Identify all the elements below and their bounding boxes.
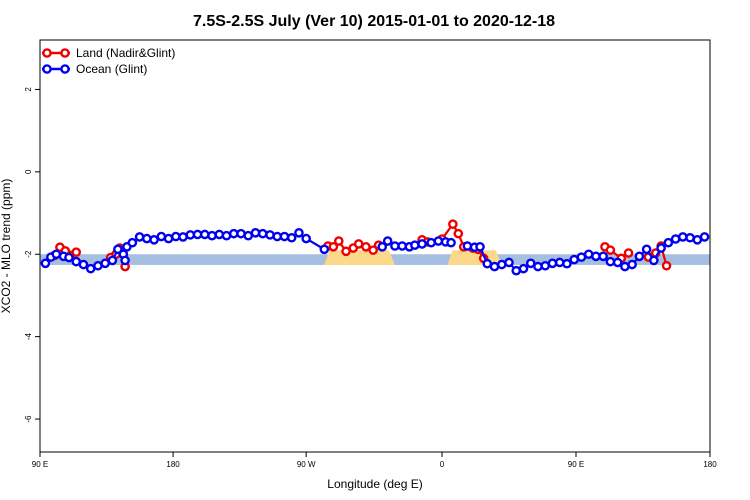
land-band (324, 250, 395, 265)
x-tick-label: 180 (166, 460, 180, 469)
x-tick-label: 90 E (568, 460, 584, 469)
x-tick-label: 0 (440, 460, 445, 469)
land-series-point (341, 246, 351, 257)
land-series-point (361, 242, 371, 252)
x-tick-label: 180 (703, 460, 717, 469)
plot-frame (39, 39, 711, 453)
ocean-series-point (649, 255, 659, 266)
ocean-series-point (417, 239, 427, 249)
ocean-series-point (426, 237, 436, 248)
ocean-series-point (446, 237, 456, 248)
ocean-series-point (279, 231, 290, 242)
ocean-series-point (462, 241, 473, 251)
land-series-point (328, 242, 339, 252)
ocean-series-point (663, 237, 674, 248)
y-tick-label: -6 (24, 415, 33, 423)
ocean-series-point (207, 230, 217, 241)
land-series-point (605, 245, 616, 255)
ocean-series-point (641, 244, 652, 255)
ocean-series-point (319, 244, 330, 255)
ocean-series-point (525, 258, 536, 269)
ocean-series (40, 228, 710, 276)
ocean-series-point (627, 259, 637, 270)
x-tick-label: 90 W (297, 460, 316, 469)
x-tick-label: 90 E (32, 460, 48, 469)
ocean-series-point (377, 242, 388, 252)
y-tick-label: -4 (24, 333, 33, 341)
y-tick-label: -2 (24, 250, 33, 258)
legend-label: Land (Nadir&Glint) (76, 46, 175, 60)
legend-marker (60, 48, 70, 58)
ocean-series-point (64, 252, 74, 263)
y-axis-label: XCO2 - MLO trend (ppm) (0, 179, 13, 314)
legend-item-land: Land (Nadir&Glint) (42, 46, 175, 60)
chart-title: 7.5S-2.5S July (Ver 10) 2015-01-01 to 20… (193, 13, 555, 30)
y-tick-label: 0 (24, 169, 33, 174)
land-series-point (661, 260, 672, 271)
ocean-series-point (504, 257, 514, 268)
land-series-point (453, 228, 464, 239)
legend: Land (Nadir&Glint) Ocean (Glint) (42, 46, 175, 76)
ocean-series-point (286, 232, 297, 243)
ocean-series-point (142, 233, 152, 244)
ocean-series-point (612, 257, 623, 268)
ocean-series-point (214, 229, 225, 240)
ocean-series-point (113, 244, 123, 255)
land-series-point (333, 236, 344, 246)
ocean-series-point (656, 243, 666, 253)
legend-marker (42, 64, 52, 74)
legend-marker (60, 64, 70, 74)
ocean-series-point (518, 263, 529, 274)
ocean-series-point (149, 235, 159, 245)
x-axis-label: Longitude (deg E) (327, 477, 422, 491)
legend-item-ocean: Ocean (Glint) (42, 62, 147, 76)
legend-marker (42, 48, 52, 58)
ocean-series-point (699, 232, 710, 242)
ocean-series-point (120, 255, 130, 266)
land-series-point (368, 245, 378, 255)
ocean-series-point (257, 228, 268, 239)
ocean-series-point (562, 258, 572, 269)
ocean-series-point (301, 233, 311, 244)
ocean-series-point (199, 229, 210, 240)
ocean-series-point (127, 237, 138, 248)
ocean-series-point (598, 251, 608, 262)
ocean-series-point (410, 240, 420, 250)
y-tick-label: 2 (24, 87, 33, 92)
ocean-series-point (475, 242, 485, 252)
ocean-series-point (294, 228, 304, 238)
ocean-series-point (554, 257, 565, 268)
ocean-series-point (265, 230, 275, 240)
ocean-series-point (107, 255, 118, 266)
plot-area (40, 219, 710, 276)
legend-label: Ocean (Glint) (76, 62, 147, 76)
ocean-series-point (382, 236, 393, 246)
y-axis: 2 0 -2 -4 -6 (24, 87, 40, 423)
land-series-point (71, 247, 82, 257)
land-series-point (623, 248, 634, 258)
ocean-series-point (40, 258, 51, 269)
x-axis: 90 E 180 90 W 0 90 E 180 (32, 452, 717, 469)
ocean-series-point (134, 232, 145, 242)
ocean-series-point (78, 259, 89, 270)
ocean-series-point (634, 251, 645, 262)
land-series-point (448, 219, 458, 229)
